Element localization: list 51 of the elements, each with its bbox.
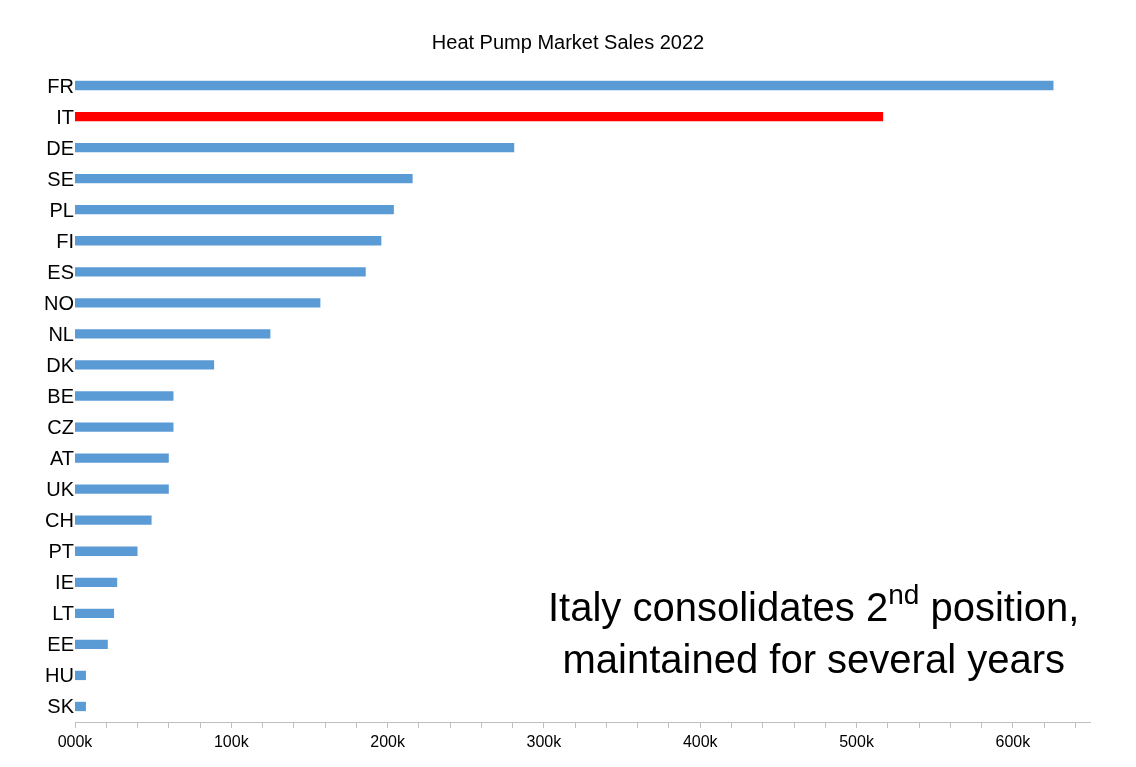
bar xyxy=(75,298,321,308)
y-tick-label: DE xyxy=(46,136,74,159)
bar xyxy=(75,546,138,556)
y-tick-label: AT xyxy=(49,447,74,470)
x-tick-label: 600k xyxy=(995,733,1032,751)
bar xyxy=(75,329,271,339)
bar xyxy=(75,484,169,494)
y-tick-label: NO xyxy=(44,291,74,314)
y-tick-label: LT xyxy=(52,602,74,625)
bar xyxy=(75,391,174,401)
x-tick-label: 300k xyxy=(526,733,563,751)
y-tick-label: EE xyxy=(47,633,74,656)
y-tick-label: PT xyxy=(48,540,74,563)
bar xyxy=(75,142,515,153)
y-tick-label: BE xyxy=(47,385,74,407)
y-tick-label: FI xyxy=(56,229,74,252)
x-tick-label: 200k xyxy=(370,733,406,751)
bar xyxy=(75,701,86,712)
y-tick-label: DK xyxy=(46,353,75,376)
y-tick-label: IE xyxy=(55,571,74,594)
x-tick-label: 500k xyxy=(839,733,875,751)
bar xyxy=(75,111,884,122)
x-tick-label: 000k xyxy=(57,733,94,751)
y-tick-label: NL xyxy=(48,322,74,345)
bar xyxy=(75,422,174,432)
y-tick-label: SE xyxy=(47,167,74,190)
y-tick-label: CH xyxy=(45,509,74,532)
chart-title: Heat Pump Market Sales 2022 xyxy=(431,30,705,53)
bar xyxy=(75,608,115,618)
y-tick-label: IT xyxy=(56,105,74,128)
bar xyxy=(75,515,152,525)
bar xyxy=(75,236,382,246)
x-tick-label: 100k xyxy=(213,733,250,751)
annotation: Italy consolidates 2$^{nd}$ position, maintained for several years xyxy=(548,579,1080,681)
x-tick-label: 400k xyxy=(682,733,719,751)
bar xyxy=(75,267,366,277)
y-tick-label: FR xyxy=(47,74,74,97)
y-tick-label: HU xyxy=(45,664,74,687)
bar xyxy=(75,174,413,184)
y-tick-label: UK xyxy=(46,478,75,501)
y-tick-label: ES xyxy=(47,260,74,283)
bar xyxy=(75,360,215,370)
bar xyxy=(75,205,394,215)
bar xyxy=(75,577,118,587)
bar xyxy=(75,670,86,681)
y-tick-label: PL xyxy=(49,198,74,221)
y-tick-label: SK xyxy=(47,695,75,718)
bar xyxy=(75,453,169,463)
bar xyxy=(75,80,1054,91)
y-tick-label: CZ xyxy=(47,416,74,439)
bar xyxy=(75,639,108,650)
